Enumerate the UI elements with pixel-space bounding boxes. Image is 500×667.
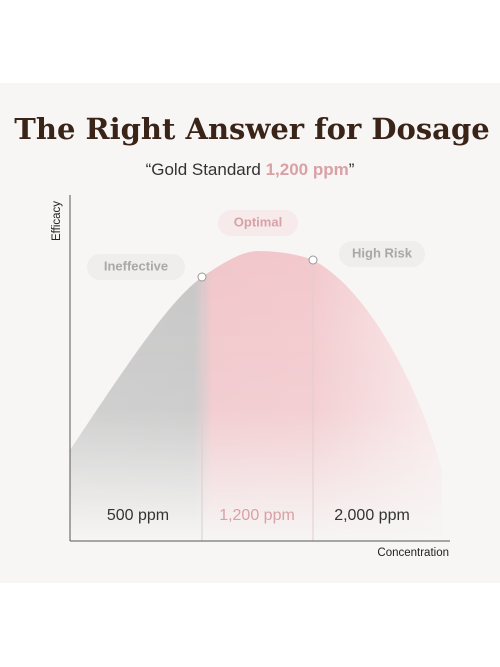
dose-label: 2,000 ppm	[334, 507, 410, 524]
point	[308, 255, 318, 265]
pill	[87, 254, 185, 280]
point	[197, 272, 207, 282]
x-axis-label: Concentration	[377, 547, 449, 559]
subtitle-suffix: ”	[349, 160, 355, 179]
title: The Right Answer for Dosage	[14, 112, 489, 146]
pill	[218, 210, 298, 236]
subtitle-highlight: 1,200 ppm	[266, 160, 349, 179]
zone-label: Optimal	[234, 214, 282, 229]
subtitle-prefix: “Gold Standard	[146, 160, 266, 179]
dose-label: 1,200 ppm	[219, 507, 295, 524]
curve-area	[70, 251, 442, 541]
dose-label: 500 ppm	[107, 507, 169, 524]
y-axis-label: Efficacy	[51, 201, 63, 241]
zone-label: Ineffective	[104, 258, 168, 273]
pill	[339, 241, 425, 267]
zone-label: High Risk	[352, 245, 413, 260]
subtitle: “Gold Standard 1,200 ppm”	[146, 160, 355, 179]
